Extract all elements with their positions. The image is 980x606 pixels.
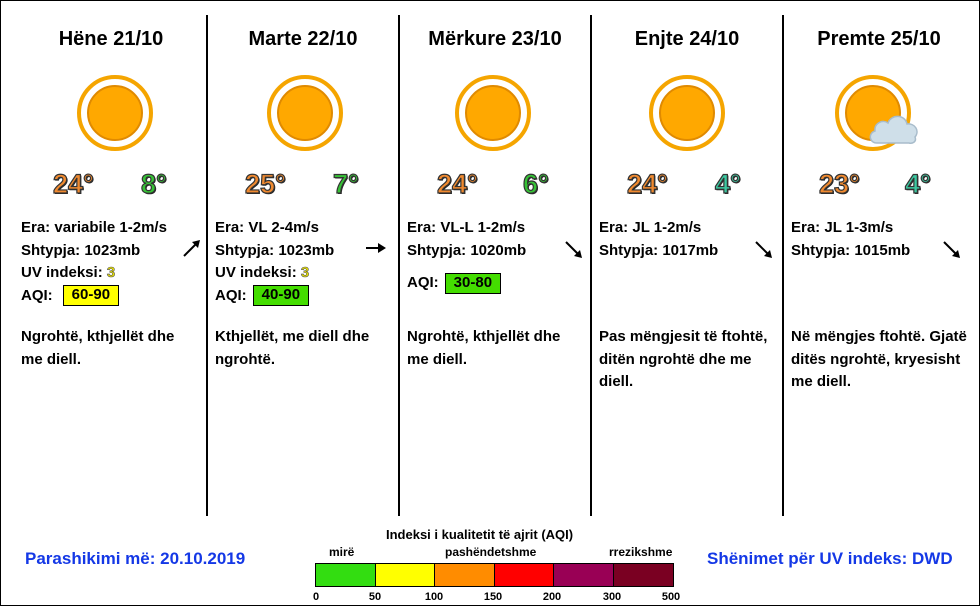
aqi-row: AQI: 30-80 (407, 272, 526, 295)
sun-icon (649, 75, 725, 151)
aqi-tick: 150 (483, 591, 503, 603)
wind-text: Era: variabile 1-2m/s (21, 219, 167, 236)
day-description: Ngrohtë, kthjellët dhe me diell. (21, 328, 175, 368)
day-info: Era: VL-L 1-2m/s Shtypja: 1020mb AQI: 30-… (407, 217, 526, 295)
day-column: Mërkure 23/10 24° 6° Era: VL-L 1-2m/s Sh… (399, 1, 591, 516)
max-temp: 23° (818, 168, 860, 199)
aqi-tick: 500 (661, 591, 681, 603)
sun-icon (77, 75, 153, 151)
aqi-row: AQI: 40-90 (215, 285, 334, 308)
aqi-row: AQI: 60-90 (21, 285, 167, 308)
uv-value: 3 (300, 264, 310, 282)
day-description: Në mëngjes ftohtë. Gjatë ditës ngrohtë, … (791, 328, 967, 390)
pressure-text: Shtypja: 1020mb (407, 241, 527, 259)
aqi-tick: 100 (424, 591, 444, 603)
column-divider (782, 15, 784, 516)
column-divider (206, 15, 208, 516)
uv-label: UV indeksi: (21, 264, 107, 281)
spacer (407, 262, 526, 272)
aqi-segment (494, 564, 554, 586)
column-divider (398, 15, 400, 516)
aqi-scale-title: Indeksi i kualitetit të ajrit (AQI) (386, 527, 574, 542)
min-temp: 6° (522, 168, 549, 199)
aqi-segment (435, 564, 495, 586)
pressure-text: Shtypja: 1015mb (791, 241, 911, 259)
arrow-southeast-icon (565, 241, 582, 258)
wind-text: Era: VL 2-4m/s (215, 219, 319, 236)
max-temp: 24° (436, 168, 478, 199)
uv-source-note: Shënimet për UV indeks: DWD (707, 549, 953, 568)
day-title: Premte 25/10 (817, 28, 941, 50)
aqi-label: AQI: (407, 274, 439, 291)
aqi-tick: 50 (368, 591, 382, 603)
max-temp: 24° (626, 168, 668, 199)
day-description: Ngrohtë, kthjellët dhe me diell. (407, 328, 561, 368)
cloud-icon (869, 115, 918, 144)
temperatures: 24° 4° (591, 168, 783, 205)
aqi-value: 40-90 (252, 285, 310, 307)
aqi-segment (316, 564, 376, 586)
day-column: Marte 22/10 25° 7° Era: VL 2-4m/s Shtypj… (207, 1, 399, 516)
aqi-tick: 300 (602, 591, 622, 603)
column-divider (590, 15, 592, 516)
arrow-east-icon (366, 243, 386, 253)
wind-text: Era: JL 1-2m/s (599, 219, 702, 236)
wind-text: Era: VL-L 1-2m/s (407, 219, 526, 236)
day-info: Era: JL 1-3m/s Shtypja: 1015mb (791, 217, 910, 262)
aqi-value: 60-90 (62, 285, 120, 307)
day-title: Mërkure 23/10 (428, 28, 562, 50)
uv-row: UV indeksi: 3 (215, 262, 334, 285)
aqi-segment (613, 564, 673, 586)
uv-row: UV indeksi: 3 (21, 262, 167, 285)
aqi-label: AQI: (215, 286, 247, 304)
pressure-text: Shtypja: 1023mb (21, 241, 141, 259)
day-column: Enjte 24/10 24° 4° Era: JL 1-2m/s Shtypj… (591, 1, 783, 516)
pressure-text: Shtypja: 1023mb (215, 241, 335, 259)
min-temp: 8° (140, 168, 167, 199)
min-temp: 7° (332, 168, 359, 199)
aqi-color-scale (315, 563, 674, 587)
forecast-date: Parashikimi më: 20.10.2019 (25, 549, 246, 568)
uv-label: UV indeksi: (215, 264, 301, 281)
day-column: Hëne 21/10 24° 8° Era: variabile 1-2m/s … (15, 1, 207, 516)
wind-text: Era: JL 1-3m/s (791, 219, 894, 236)
aqi-tick: 0 (312, 591, 320, 603)
day-title: Marte 22/10 (248, 28, 358, 50)
max-temp: 24° (52, 168, 94, 199)
min-temp: 4° (714, 168, 741, 199)
min-temp: 4° (904, 168, 931, 199)
day-info: Era: VL 2-4m/s Shtypja: 1023mb UV indeks… (215, 217, 334, 307)
day-title: Hëne 21/10 (58, 28, 164, 50)
temperatures: 25° 7° (207, 168, 399, 205)
aqi-value: 30-80 (444, 272, 502, 294)
temperatures: 23° 4° (783, 168, 975, 205)
arrow-southeast-icon (943, 241, 960, 258)
arrow-northeast-icon (183, 240, 200, 257)
temperatures: 24° 8° (15, 168, 207, 205)
aqi-segment (554, 564, 614, 586)
day-title: Enjte 24/10 (634, 28, 740, 50)
day-info: Era: variabile 1-2m/s Shtypja: 1023mb UV… (21, 217, 167, 307)
uv-value: 3 (106, 264, 116, 282)
temperatures: 24° 6° (399, 168, 591, 205)
aqi-segment (375, 564, 435, 586)
pressure-text: Shtypja: 1017mb (599, 241, 719, 259)
aqi-label-good: mirë (329, 545, 355, 559)
aqi-label: AQI: (21, 286, 53, 304)
sun-icon (267, 75, 343, 151)
sun-icon (455, 75, 531, 151)
day-info: Era: JL 1-2m/s Shtypja: 1017mb (599, 217, 718, 262)
max-temp: 25° (244, 168, 286, 199)
arrow-southeast-icon (755, 241, 772, 258)
day-description: Kthjellët, me diell dhe ngrohtë. (215, 328, 370, 368)
aqi-label-unhealthy: pashëndetshme (445, 545, 537, 559)
day-description: Pas mëngjesit të ftohtë, ditën ngrohtë d… (599, 328, 768, 390)
aqi-tick: 200 (542, 591, 562, 603)
aqi-label-hazardous: rrezikshme (609, 545, 673, 559)
day-column: Premte 25/10 23° 4° Era: JL 1-3m/s Shtyp… (783, 1, 975, 516)
